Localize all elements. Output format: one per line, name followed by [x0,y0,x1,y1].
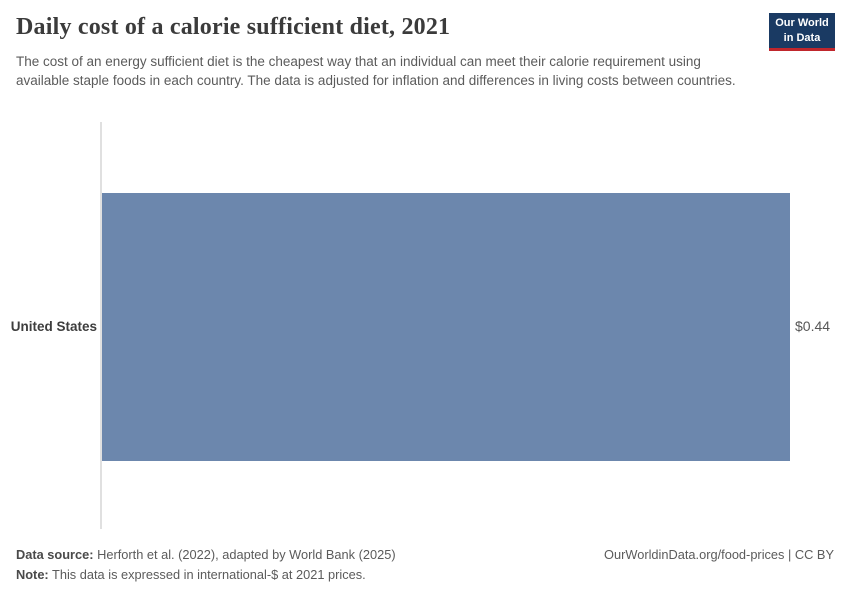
y-axis-line [100,122,102,529]
note-text: This data is expressed in international-… [48,567,366,582]
page-title: Daily cost of a calorie sufficient diet,… [16,14,451,40]
bar-value-label: $0.44 [795,318,831,334]
data-source-label: Data source: [16,547,94,562]
owid-logo-line1: Our World [775,17,829,30]
note-line: Note: This data is expressed in internat… [16,567,366,582]
owid-logo[interactable]: Our World in Data [769,13,835,51]
chart-subtitle: The cost of an energy sufficient diet is… [16,54,736,89]
bar-united-states[interactable] [102,193,790,461]
owid-logo-line2: in Data [783,31,821,44]
attribution-link[interactable]: OurWorldinData.org/food-prices | CC BY [604,547,834,562]
category-label-united-states: United States [10,319,97,334]
data-source-line: Data source: Herforth et al. (2022), ada… [16,547,396,562]
note-label: Note: [16,567,49,582]
data-source-text: Herforth et al. (2022), adapted by World… [93,547,396,562]
